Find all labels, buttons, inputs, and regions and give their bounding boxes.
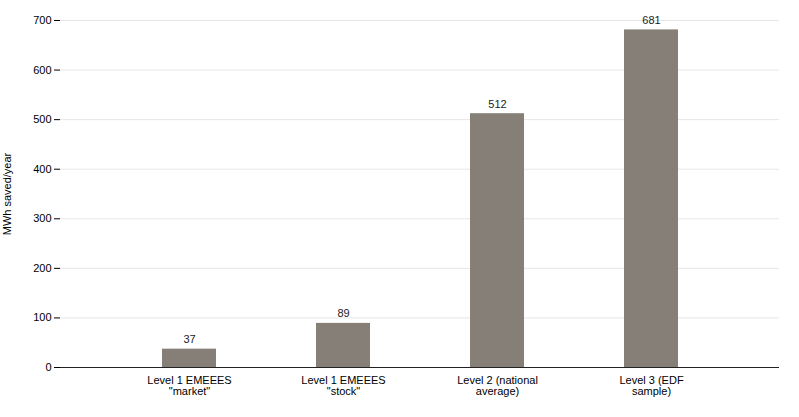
svg-text:681: 681 — [642, 14, 660, 26]
svg-text:100: 100 — [33, 311, 51, 323]
svg-text:400: 400 — [33, 163, 51, 175]
svg-text:0: 0 — [45, 361, 51, 373]
svg-text:500: 500 — [33, 113, 51, 125]
svg-text:Level 2 (nationalaverage): Level 2 (nationalaverage) — [457, 374, 538, 397]
svg-text:512: 512 — [488, 98, 506, 110]
svg-text:89: 89 — [337, 307, 349, 319]
svg-text:Level 1 EMEEES"stock": Level 1 EMEEES"stock" — [301, 374, 385, 397]
svg-text:300: 300 — [33, 212, 51, 224]
svg-text:Level 3 (EDFsample): Level 3 (EDFsample) — [619, 374, 683, 397]
svg-text:MWh saved/year: MWh saved/year — [1, 152, 13, 235]
svg-text:700: 700 — [33, 14, 51, 26]
svg-text:Level 1 EMEEES"market": Level 1 EMEEES"market" — [147, 374, 231, 397]
svg-text:600: 600 — [33, 64, 51, 76]
svg-text:37: 37 — [183, 333, 195, 345]
svg-text:200: 200 — [33, 262, 51, 274]
